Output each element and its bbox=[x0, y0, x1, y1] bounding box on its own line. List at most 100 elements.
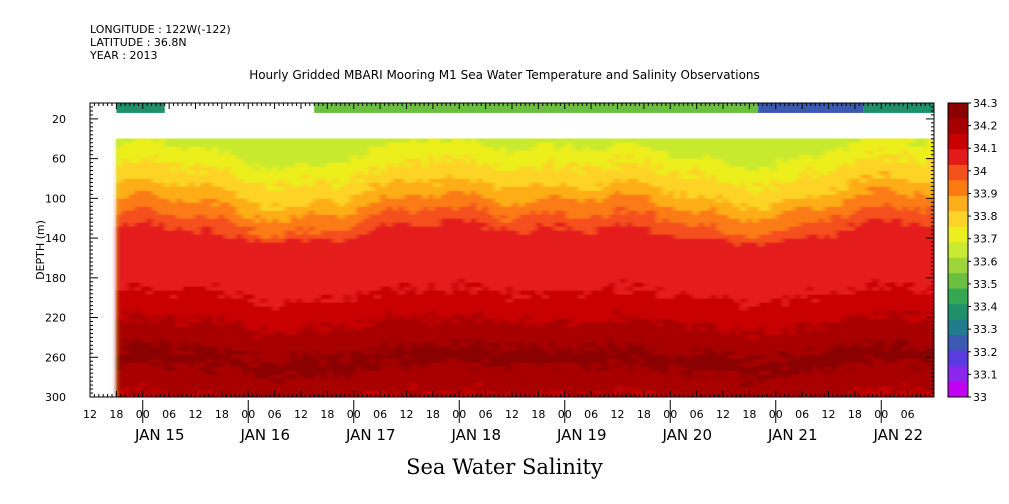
heatmap-cell bbox=[488, 182, 496, 188]
heatmap-cell bbox=[458, 362, 466, 368]
heatmap-cell bbox=[152, 330, 160, 336]
heatmap-cell bbox=[218, 354, 226, 360]
heatmap-cell bbox=[530, 214, 538, 220]
heatmap-cell bbox=[308, 198, 316, 204]
heatmap-cell bbox=[224, 170, 232, 176]
heatmap-cell bbox=[440, 150, 448, 156]
heatmap-cell bbox=[452, 218, 460, 224]
heatmap-cell bbox=[218, 378, 226, 384]
heatmap-cell bbox=[488, 382, 496, 388]
heatmap-cell bbox=[230, 230, 238, 236]
heatmap-cell bbox=[476, 158, 484, 164]
heatmap-cell bbox=[488, 266, 496, 272]
heatmap-cell bbox=[116, 270, 124, 276]
heatmap-cell bbox=[224, 150, 232, 156]
heatmap-cell bbox=[536, 226, 544, 232]
heatmap-cell bbox=[188, 294, 196, 300]
heatmap-cell bbox=[566, 230, 574, 236]
heatmap-cell bbox=[470, 326, 478, 332]
heatmap-cell bbox=[218, 238, 226, 244]
heatmap-cell bbox=[356, 170, 364, 176]
heatmap-cell bbox=[188, 326, 196, 332]
heatmap-cell bbox=[338, 258, 346, 264]
heatmap-cell bbox=[212, 394, 220, 397]
heatmap-cell bbox=[404, 138, 412, 144]
heatmap-cell bbox=[488, 234, 496, 240]
heatmap-cell bbox=[152, 254, 160, 260]
heatmap-cell bbox=[410, 222, 418, 228]
heatmap-cell bbox=[200, 146, 208, 152]
heatmap-cell bbox=[290, 374, 298, 380]
heatmap-cell bbox=[152, 390, 160, 396]
heatmap-cell bbox=[260, 170, 268, 176]
heatmap-cell bbox=[266, 198, 274, 204]
heatmap-cell bbox=[272, 230, 280, 236]
heatmap-cell bbox=[452, 298, 460, 304]
heatmap-cell bbox=[152, 238, 160, 244]
heatmap-cell bbox=[326, 178, 334, 184]
heatmap-cell bbox=[536, 202, 544, 208]
heatmap-cell bbox=[476, 190, 484, 196]
heatmap-cell bbox=[326, 210, 334, 216]
heatmap-cell bbox=[260, 354, 268, 360]
heatmap-cell bbox=[542, 382, 550, 388]
heatmap-cell bbox=[302, 354, 310, 360]
heatmap-cell bbox=[188, 278, 196, 284]
heatmap-cell bbox=[218, 330, 226, 336]
heatmap-cell bbox=[260, 374, 268, 380]
heatmap-cell bbox=[302, 314, 310, 320]
heatmap-cell bbox=[176, 382, 184, 388]
heatmap-cell bbox=[200, 234, 208, 240]
heatmap-cell bbox=[302, 174, 310, 180]
heatmap-cell bbox=[194, 170, 202, 176]
heatmap-cell bbox=[410, 214, 418, 220]
heatmap-cell bbox=[374, 246, 382, 252]
heatmap-cell bbox=[482, 374, 490, 380]
heatmap-cell bbox=[182, 318, 190, 324]
heatmap-cell bbox=[356, 162, 364, 168]
heatmap-cell bbox=[122, 330, 130, 336]
heatmap-cell bbox=[404, 210, 412, 216]
heatmap-cell bbox=[176, 178, 184, 184]
heatmap-cell bbox=[122, 182, 130, 188]
heatmap-cell bbox=[176, 234, 184, 240]
heatmap-cell bbox=[158, 386, 166, 392]
heatmap-cell bbox=[302, 246, 310, 252]
heatmap-cell bbox=[512, 378, 520, 384]
heatmap-cell bbox=[356, 302, 364, 308]
heatmap-cell bbox=[536, 250, 544, 256]
heatmap-cell bbox=[488, 374, 496, 380]
heatmap-cell bbox=[458, 350, 466, 356]
heatmap-cell bbox=[548, 370, 556, 376]
heatmap-cell bbox=[464, 358, 472, 364]
heatmap-cell bbox=[314, 178, 322, 184]
heatmap-cell bbox=[560, 186, 568, 192]
heatmap-cell bbox=[140, 214, 148, 220]
heatmap-cell bbox=[416, 202, 424, 208]
heatmap-cell bbox=[224, 394, 232, 397]
heatmap-cell bbox=[494, 158, 502, 164]
heatmap-cell bbox=[362, 202, 370, 208]
heatmap-cell bbox=[260, 298, 268, 304]
heatmap-cell bbox=[308, 166, 316, 172]
heatmap-cell bbox=[320, 386, 328, 392]
heatmap-cell bbox=[506, 306, 514, 312]
heatmap-cell bbox=[548, 154, 556, 160]
heatmap-cell bbox=[290, 390, 298, 396]
heatmap-cell bbox=[332, 270, 340, 276]
heatmap-cell bbox=[446, 374, 454, 380]
heatmap-cell bbox=[338, 338, 346, 344]
heatmap-cell bbox=[488, 290, 496, 296]
heatmap-cell bbox=[314, 346, 322, 352]
heatmap-cell bbox=[164, 366, 172, 372]
heatmap-cell bbox=[146, 142, 154, 148]
heatmap-cell bbox=[494, 146, 502, 152]
heatmap-cell bbox=[392, 318, 400, 324]
heatmap-cell bbox=[332, 330, 340, 336]
heatmap-cell bbox=[470, 310, 478, 316]
heatmap-cell bbox=[320, 170, 328, 176]
heatmap-cell bbox=[224, 210, 232, 216]
heatmap-cell bbox=[206, 354, 214, 360]
heatmap-cell bbox=[452, 230, 460, 236]
heatmap-cell bbox=[194, 394, 202, 397]
